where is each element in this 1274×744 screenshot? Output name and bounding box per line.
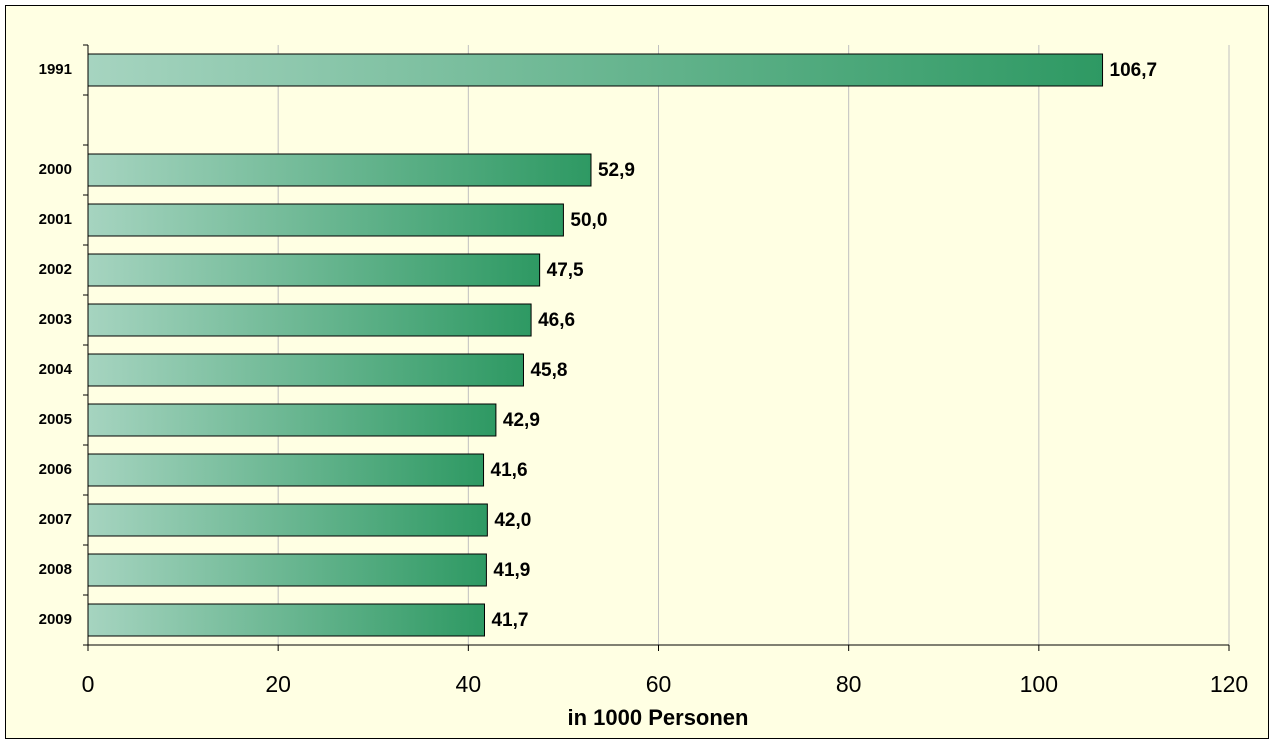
y-tick-label: 2009 (39, 611, 72, 628)
y-tick-label: 2003 (39, 311, 72, 328)
y-tick-label: 2006 (39, 461, 72, 478)
x-tick-label: 0 (82, 671, 95, 697)
data-label: 47,5 (547, 260, 584, 281)
data-label: 50,0 (570, 210, 607, 231)
x-tick-label: 100 (1020, 671, 1058, 697)
y-tick-label: 2007 (39, 511, 72, 528)
bar (87, 303, 532, 337)
bar (87, 553, 487, 587)
data-label: 52,9 (598, 160, 635, 181)
x-tick-label: 120 (1210, 671, 1248, 697)
y-tick-label: 2001 (39, 211, 72, 228)
data-label: 42,0 (494, 510, 531, 531)
y-tick-label: 2002 (39, 261, 72, 278)
data-label: 41,7 (491, 610, 528, 631)
x-tick-label: 40 (456, 671, 482, 697)
bar (87, 203, 564, 237)
data-label: 106,7 (1110, 60, 1158, 81)
data-label: 45,8 (530, 360, 567, 381)
y-tick-label: 2000 (39, 161, 72, 178)
data-label: 46,6 (538, 310, 575, 331)
x-axis-title: in 1000 Personen (568, 705, 749, 730)
bar (87, 453, 485, 487)
y-tick-label: 2004 (39, 361, 73, 378)
x-tick-label: 20 (265, 671, 291, 697)
x-tick-label: 60 (646, 671, 672, 697)
bar (87, 353, 524, 387)
data-label: 41,9 (493, 560, 530, 581)
bar (87, 403, 497, 437)
bar (87, 153, 592, 187)
bar (87, 603, 485, 637)
x-tick-label: 80 (836, 671, 862, 697)
y-tick-label: 2008 (39, 561, 72, 578)
bar (87, 503, 488, 537)
y-tick-label: 2005 (39, 411, 72, 428)
bar (87, 53, 1104, 87)
y-tick-label: 1991 (39, 61, 72, 78)
data-label: 41,6 (491, 460, 528, 481)
data-label: 42,9 (503, 410, 540, 431)
bar (87, 253, 541, 287)
